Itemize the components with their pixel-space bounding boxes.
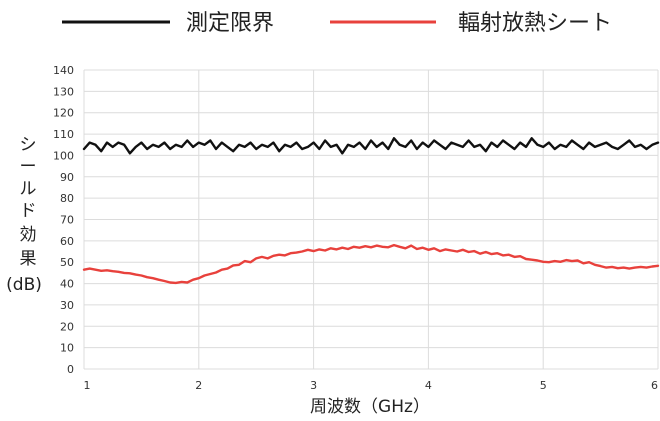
y-axis-title-char: ー [20,157,37,177]
x-tick-label: 1 [84,379,91,392]
y-tick-label: 130 [53,85,74,98]
y-axis-title-char: ル [20,179,37,199]
legend-label-radiation-sheet: 輻射放熱シート [458,11,612,36]
y-tick-label: 110 [53,128,74,141]
x-tick-label: 6 [651,379,658,392]
x-axis-ticks: 1 2 3 4 5 6 [84,379,659,392]
series-line-radiation-sheet [82,243,660,285]
grid [83,69,659,370]
legend: 測定限界 輻射放熱シート [62,11,612,36]
x-tick-label: 2 [195,379,202,392]
y-tick-label: 20 [60,320,74,333]
y-axis-title-char: (dB) [6,275,42,295]
y-tick-label: 60 [60,235,74,248]
y-tick-label: 50 [60,256,74,269]
x-tick-label: 4 [425,379,432,392]
legend-label-measurement-limit: 測定限界 [186,11,274,36]
y-tick-label: 70 [60,214,74,227]
y-axis-title-char: 果 [20,249,37,269]
y-tick-label: 90 [60,171,74,184]
y-axis-ticks: 0 10 20 30 40 50 60 70 80 90 100 110 120 130 140 [53,64,74,376]
x-axis-title: 周波数（GHz） [310,397,430,417]
y-tick-label: 100 [53,149,74,162]
y-tick-label: 40 [60,278,74,291]
y-tick-label: 30 [60,299,74,312]
series-line-measurement-limit [82,137,660,155]
y-tick-label: 0 [67,363,74,376]
series-layer [82,137,660,285]
y-tick-label: 10 [60,342,74,355]
y-axis-title-char: 効 [20,225,37,245]
x-tick-label: 3 [310,379,317,392]
y-axis-title-char: ド [20,201,37,221]
y-tick-label: 140 [53,64,74,77]
y-tick-label: 80 [60,192,74,205]
x-tick-label: 5 [540,379,547,392]
y-tick-label: 120 [53,107,74,120]
y-axis-title-char: シ [20,135,37,155]
